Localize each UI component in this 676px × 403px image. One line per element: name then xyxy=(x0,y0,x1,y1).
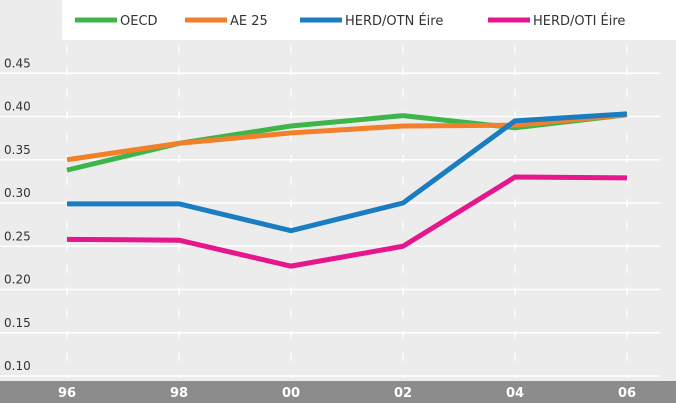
legend-label: HERD/OTI Éire xyxy=(533,13,625,29)
x-tick-label: 96 xyxy=(58,386,76,401)
y-tick-label: 0.35 xyxy=(4,143,31,157)
y-tick-label: 0.30 xyxy=(4,186,31,200)
x-tick-label: 04 xyxy=(506,386,524,401)
y-tick-label: 0.40 xyxy=(4,100,31,114)
legend-label: OECD xyxy=(120,14,158,29)
x-tick-label: 00 xyxy=(282,386,300,401)
x-tick-label: 98 xyxy=(170,386,188,401)
legend-label: HERD/OTN Éire xyxy=(345,13,443,29)
x-axis-bar xyxy=(0,381,676,403)
legend-label: AE 25 xyxy=(230,14,268,29)
y-tick-label: 0.25 xyxy=(4,229,31,243)
y-tick-label: 0.20 xyxy=(4,273,31,287)
y-tick-label: 0.15 xyxy=(4,316,31,330)
line-series xyxy=(67,111,628,234)
line-series xyxy=(66,112,628,163)
x-tick-label: 06 xyxy=(618,386,636,401)
legend-bar xyxy=(62,0,676,40)
x-tick-label: 02 xyxy=(394,386,412,401)
y-tick-label: 0.45 xyxy=(4,56,31,70)
y-tick-label: 0.10 xyxy=(4,359,31,373)
line-series xyxy=(66,174,628,269)
